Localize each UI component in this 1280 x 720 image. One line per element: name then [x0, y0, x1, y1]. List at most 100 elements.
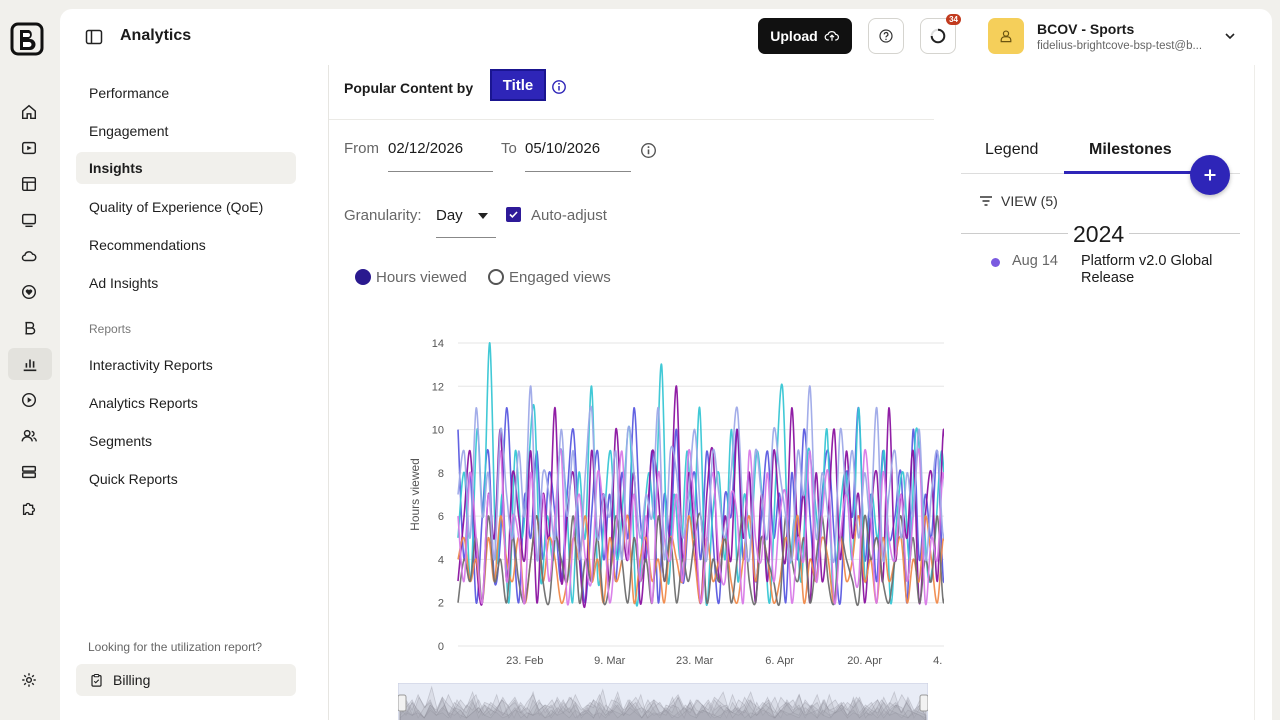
server-icon[interactable] [12, 458, 46, 486]
nav-engagement[interactable]: Engagement [89, 123, 169, 139]
puzzle-icon[interactable] [12, 494, 46, 522]
x-tick-label: 20. Apr [847, 655, 882, 667]
content-divider [328, 65, 329, 720]
caret-down-icon[interactable] [478, 213, 488, 219]
milestone-date: Aug 14 [1012, 253, 1058, 269]
milestone-title[interactable]: Platform v2.0 Global Release [1081, 253, 1213, 286]
help-icon [879, 29, 893, 43]
tab-legend[interactable]: Legend [985, 141, 1039, 158]
navigator-handle[interactable] [398, 694, 407, 712]
nav-interactivity-reports[interactable]: Interactivity Reports [89, 357, 213, 373]
utilization-hint: Looking for the utilization report? [88, 640, 263, 654]
navigator-background [398, 683, 928, 720]
series-line[interactable] [457, 385, 944, 564]
plus-icon [1204, 169, 1216, 181]
y-axis-label: Hours viewed [408, 458, 422, 531]
upload-button[interactable]: Upload [758, 18, 852, 54]
nav-performance[interactable]: Performance [89, 85, 170, 101]
spinner-icon [930, 28, 946, 44]
navigator-series [399, 706, 927, 720]
y-tick-label: 10 [432, 425, 444, 437]
y-tick-label: 0 [438, 641, 444, 653]
playlist-icon[interactable] [12, 206, 46, 234]
nav-segments[interactable]: Segments [89, 433, 153, 449]
y-tick-label: 8 [438, 468, 444, 480]
video-icon[interactable] [12, 134, 46, 162]
navigator-series [399, 698, 927, 720]
icon-rail [0, 0, 58, 720]
navigator-series [399, 690, 927, 720]
x-tick-label: 6. Apr [765, 655, 794, 667]
auto-adjust-checkbox[interactable] [506, 207, 521, 222]
auto-adjust-label: Auto-adjust [531, 207, 607, 224]
heart-icon[interactable] [12, 278, 46, 306]
milestone-dot [991, 258, 1000, 267]
legend-hours-marker[interactable] [355, 269, 371, 285]
legend-engaged-marker[interactable] [488, 269, 504, 285]
reports-heading: Reports [89, 322, 132, 336]
navigator-series [399, 706, 927, 720]
to-label: To [501, 140, 517, 157]
main-card: Analytics Upload 34 BCOV - Sports fideli… [60, 9, 1272, 720]
series-line[interactable] [457, 514, 944, 605]
x-tick-label: 23. Feb [506, 655, 543, 667]
nav-qoe[interactable]: Quality of Experience (QoE) [89, 199, 264, 215]
nav-analytics-reports[interactable]: Analytics Reports [89, 395, 198, 411]
brand-icon[interactable] [12, 314, 46, 342]
y-tick-label: 2 [438, 598, 444, 610]
info-icon[interactable] [551, 79, 567, 95]
upload-label: Upload [770, 28, 818, 44]
hours-viewed-chart[interactable]: 0 2 4 6 8 10 12 14 Hours viewed 23. Feb 9. Mar 23. … [344, 319, 944, 669]
y-tick-label: 12 [432, 381, 444, 393]
users-icon[interactable] [12, 422, 46, 450]
notification-badge: 34 [946, 14, 961, 25]
cloud-icon[interactable] [12, 242, 46, 270]
series-line[interactable] [457, 448, 944, 606]
y-tick-label: 4 [438, 554, 444, 566]
view-filter-label: VIEW (5) [1001, 193, 1058, 209]
navigator-handle[interactable] [919, 694, 928, 712]
nav-recommendations[interactable]: Recommendations [89, 237, 206, 253]
legend-hours-label[interactable]: Hours viewed [376, 269, 467, 286]
page-title: Analytics [120, 27, 192, 44]
sidebar-toggle-icon[interactable] [84, 27, 104, 47]
nav-quick-reports[interactable]: Quick Reports [89, 471, 178, 487]
from-date-underline [388, 171, 493, 172]
x-tick-label: 9. Mar [594, 655, 626, 667]
view-filter[interactable]: VIEW (5) [978, 193, 1058, 209]
to-date-underline [525, 171, 631, 172]
date-info-icon[interactable] [640, 142, 656, 158]
nav-ad-insights[interactable]: Ad Insights [89, 275, 159, 291]
analytics-icon[interactable] [8, 348, 52, 380]
add-milestone-button[interactable] [1190, 155, 1230, 195]
from-date-input[interactable]: 02/12/2026 [388, 140, 464, 157]
settings-icon[interactable] [12, 666, 46, 694]
user-icon [1000, 30, 1012, 43]
navigator-series [399, 685, 927, 720]
play-icon[interactable] [12, 386, 46, 414]
home-icon[interactable] [12, 98, 46, 126]
content-divider-right [1254, 65, 1255, 720]
granularity-select[interactable]: Day [436, 207, 463, 224]
clipboard-icon [91, 673, 102, 687]
account-avatar[interactable] [988, 18, 1024, 54]
filter-icon [980, 196, 992, 206]
chart-navigator[interactable] [398, 683, 928, 720]
help-button[interactable] [868, 18, 904, 54]
nav-insights[interactable]: Insights [76, 152, 296, 184]
billing-label: Billing [113, 672, 151, 688]
to-date-input[interactable]: 05/10/2026 [525, 140, 601, 157]
tab-milestones[interactable]: Milestones [1089, 141, 1172, 158]
media-library-icon[interactable] [12, 170, 46, 198]
account-name[interactable]: BCOV - Sports [1037, 21, 1135, 37]
y-tick-label: 14 [432, 338, 444, 350]
navigator-series [399, 693, 927, 720]
brand-logo-icon[interactable] [10, 22, 46, 56]
tab-indicator [1064, 171, 1210, 174]
chevron-down-icon[interactable] [1223, 29, 1237, 43]
billing-button[interactable]: Billing [76, 664, 296, 696]
activity-button[interactable]: 34 [920, 14, 961, 54]
title-toggle-button[interactable]: Title [490, 69, 546, 101]
legend-engaged-label[interactable]: Engaged views [509, 269, 611, 286]
check-icon [509, 211, 518, 218]
